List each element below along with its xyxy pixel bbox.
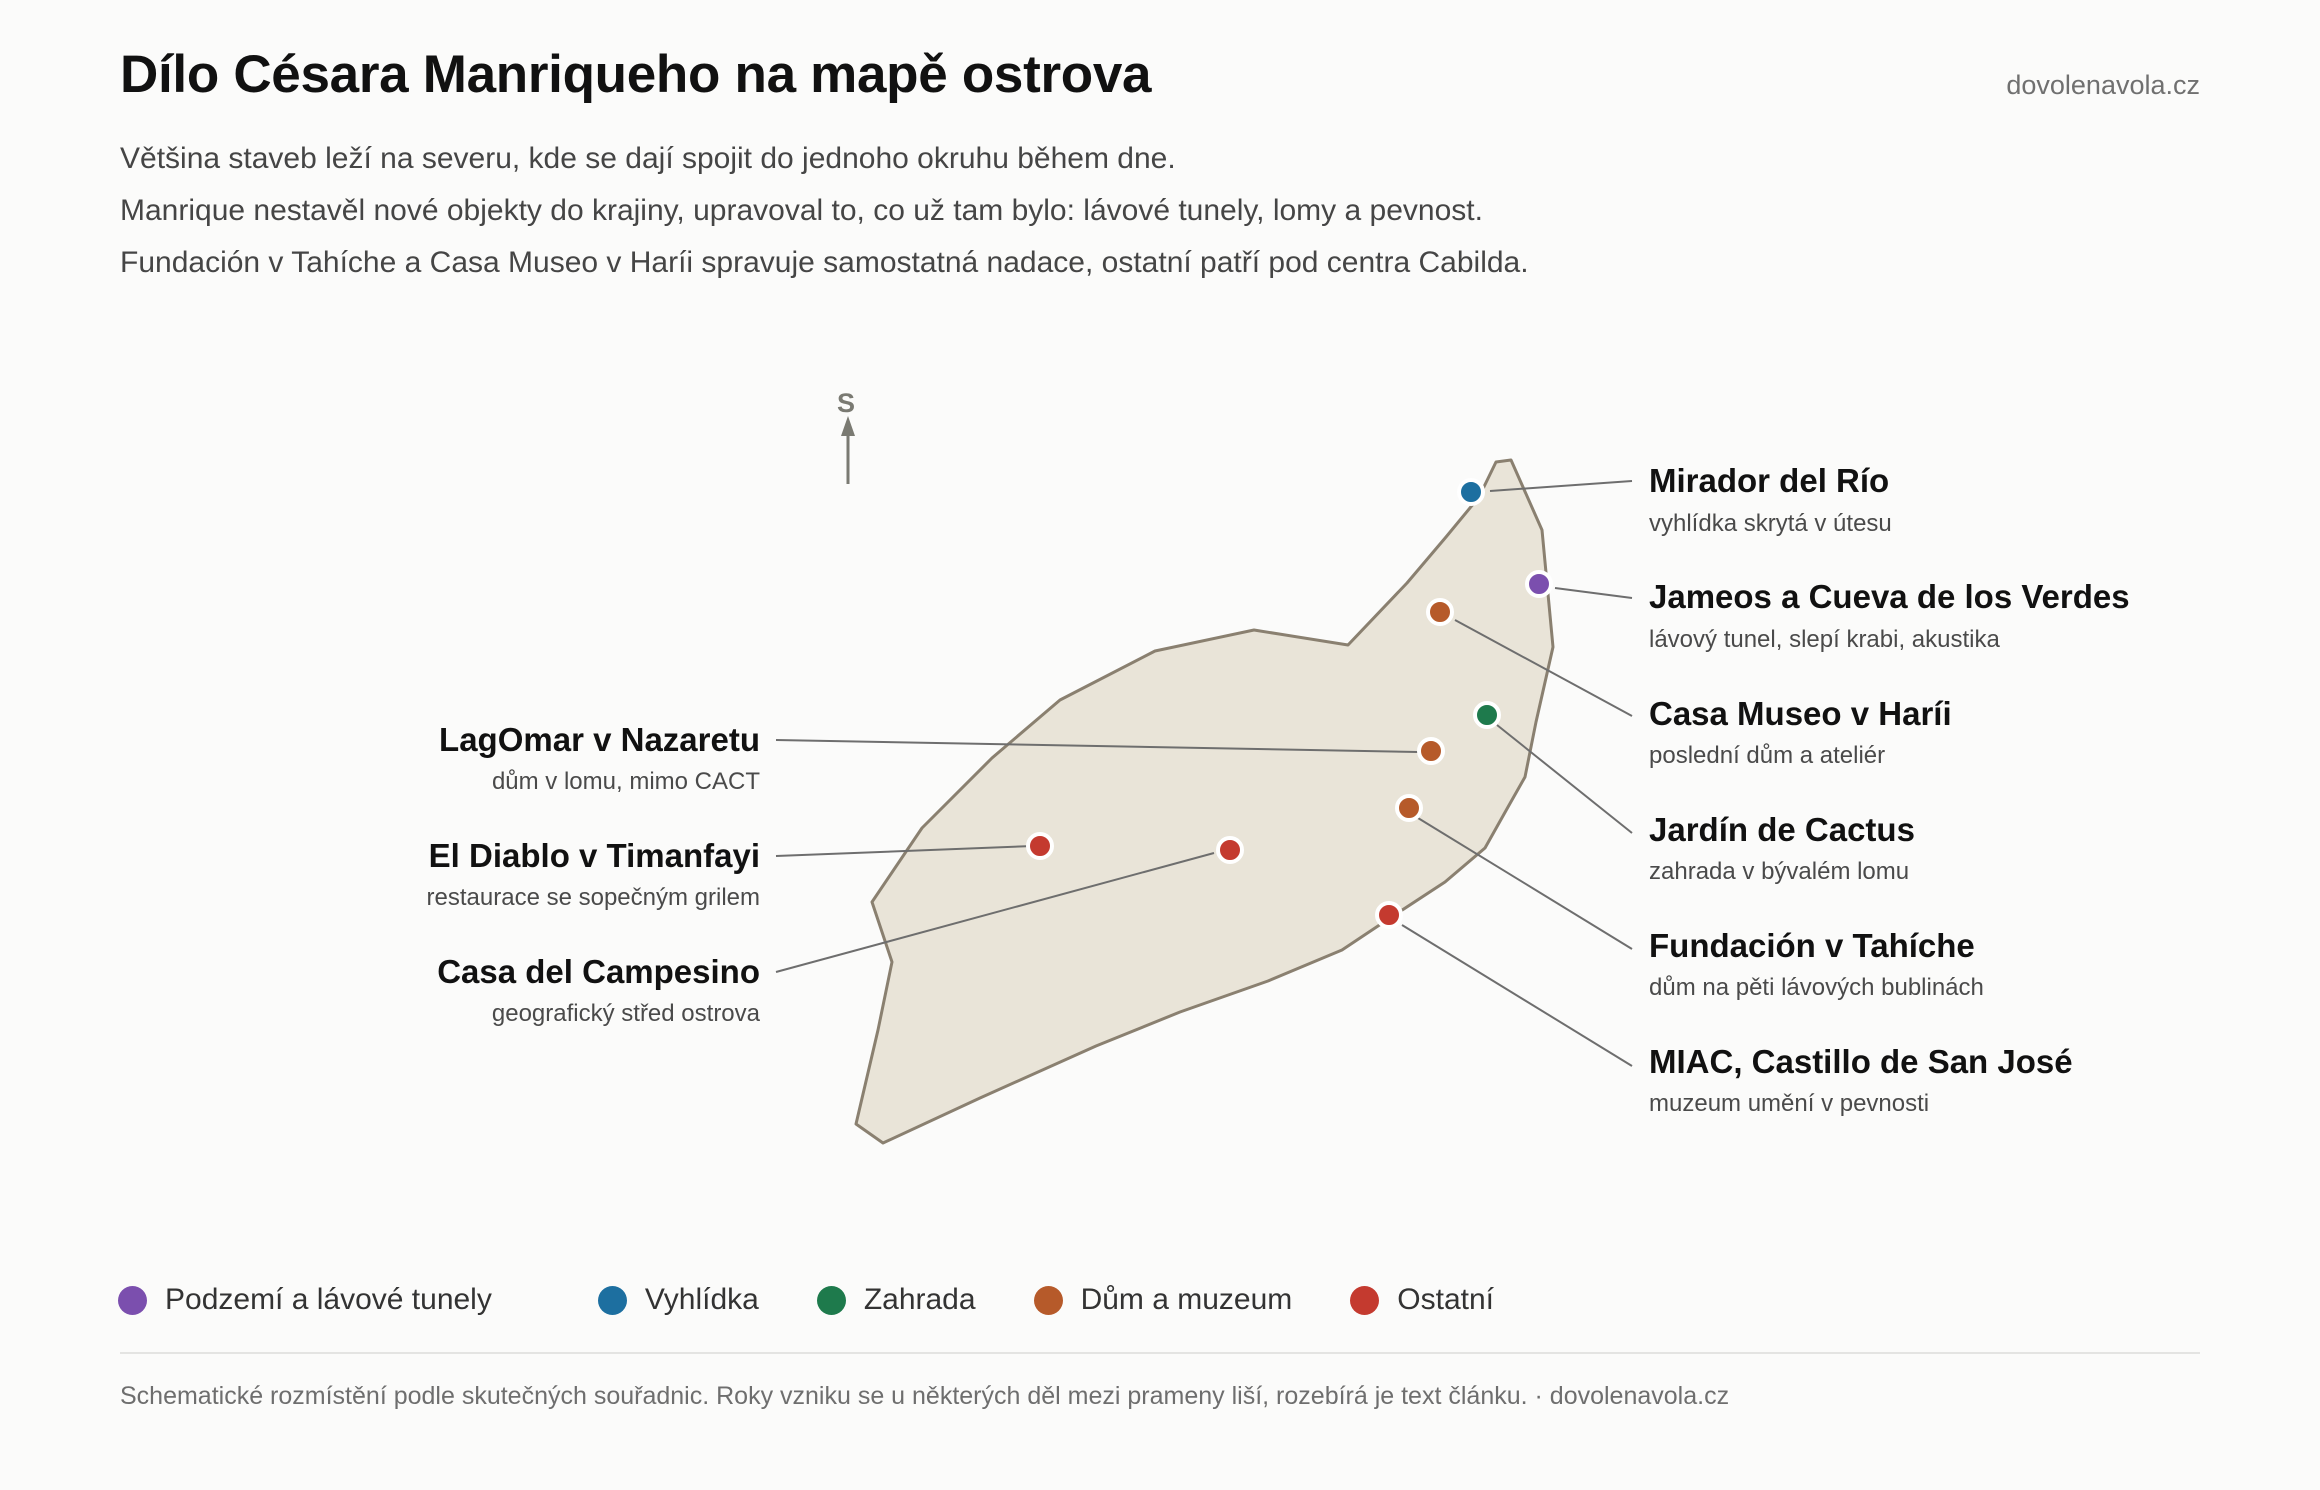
site-description: geografický střed ostrova xyxy=(492,1000,761,1027)
marker-jameos[interactable] xyxy=(1525,570,1553,598)
label-casa-museo[interactable]: Casa Museo v Haríi poslední dům a atelié… xyxy=(1649,695,1952,769)
marker-cactus[interactable] xyxy=(1473,701,1501,729)
legend: Podzemí a lávové tunely Vyhlídka Zahrada… xyxy=(118,1283,1552,1317)
legend-item-house[interactable]: Dům a muzeum xyxy=(1033,1283,1293,1317)
legend-dot xyxy=(118,1285,147,1315)
site-name: El Diablo v Timanfayi xyxy=(429,837,760,874)
site-name: Fundación v Tahíche xyxy=(1649,927,1975,964)
leader-line-lagomar xyxy=(775,739,1419,753)
intro-line: Fundación v Tahíche a Casa Museo v Haríi… xyxy=(120,246,1529,279)
site-name: Jardín de Cactus xyxy=(1649,811,1915,848)
legend-label: Vyhlídka xyxy=(644,1283,759,1316)
marker-fundacion[interactable] xyxy=(1395,794,1423,822)
site-description: lávový tunel, slepí krabi, akustika xyxy=(1649,626,2000,653)
marker-miac[interactable] xyxy=(1375,901,1403,929)
north-label: S xyxy=(837,388,855,418)
label-miac[interactable]: MIAC, Castillo de San José muzeum umění … xyxy=(1649,1043,2073,1117)
legend-item-viewpoint[interactable]: Vyhlídka xyxy=(597,1283,759,1317)
legend-dot xyxy=(816,1285,846,1315)
label-fundacion[interactable]: Fundación v Tahíche dům na pěti lávových… xyxy=(1649,927,1984,1001)
north-arrow: S xyxy=(837,388,855,484)
footer-divider xyxy=(120,1352,2200,1354)
site-labels: Mirador del Río vyhlídka skrytá v útesu … xyxy=(427,462,2130,1117)
page-title: Dílo Césara Manriqueho na mapě ostrova xyxy=(120,45,1152,104)
site-description: zahrada v bývalém lomu xyxy=(1649,858,1909,885)
legend-label: Ostatní xyxy=(1397,1283,1495,1316)
site-description: muzeum umění v pevnosti xyxy=(1649,1090,1929,1117)
legend-dot xyxy=(1033,1285,1063,1315)
label-diablo[interactable]: El Diablo v Timanfayi restaurace se sope… xyxy=(427,837,760,911)
leader-lines xyxy=(775,480,1633,1067)
legend-dot xyxy=(597,1285,627,1315)
site-description: dům na pěti lávových bublinách xyxy=(1649,974,1984,1001)
site-name: Casa del Campesino xyxy=(437,953,760,990)
marker-diablo[interactable] xyxy=(1026,832,1054,860)
label-jameos[interactable]: Jameos a Cueva de los Verdes lávový tune… xyxy=(1649,578,2130,653)
leader-line-casa-museo xyxy=(1454,619,1633,717)
footnote: Schematické rozmístění podle skutečných … xyxy=(120,1382,1730,1410)
legend-label: Podzemí a lávové tunely xyxy=(165,1283,492,1316)
leader-line-jameos xyxy=(1554,587,1633,599)
leader-line-miac xyxy=(1401,924,1633,1067)
leader-line-fundacion xyxy=(1417,817,1633,950)
site-markers xyxy=(1026,478,1553,929)
intro-line: Manrique nestavěl nové objekty do krajin… xyxy=(120,194,1483,227)
label-campesino[interactable]: Casa del Campesino geografický střed ost… xyxy=(437,953,760,1027)
intro-line: Většina staveb leží na severu, kde se da… xyxy=(120,142,1176,175)
site-name: Casa Museo v Haríi xyxy=(1649,695,1952,732)
leader-line-mirador xyxy=(1489,480,1633,492)
legend-item-garden[interactable]: Zahrada xyxy=(816,1283,976,1317)
site-description: poslední dům a ateliér xyxy=(1649,742,1885,769)
island-outline xyxy=(854,458,1555,1145)
island-map: S Mirador del Río vyhlídka skrytá v útes… xyxy=(427,388,2130,1145)
site-name: LagOmar v Nazaretu xyxy=(439,721,760,758)
north-arrow-head xyxy=(841,416,855,436)
leader-line-diablo xyxy=(775,845,1034,857)
legend-label: Zahrada xyxy=(863,1283,976,1316)
site-description: restaurace se sopečným grilem xyxy=(427,884,760,911)
marker-casa-museo[interactable] xyxy=(1426,598,1454,626)
marker-campesino[interactable] xyxy=(1216,836,1244,864)
legend-dot xyxy=(1350,1285,1380,1315)
intro-text: Většina staveb leží na severu, kde se da… xyxy=(120,133,1529,289)
site-description: vyhlídka skrytá v útesu xyxy=(1649,510,1892,537)
label-lagomar[interactable]: LagOmar v Nazaretu dům v lomu, mimo CACT xyxy=(439,721,760,795)
marker-mirador[interactable] xyxy=(1457,478,1485,506)
brand-label[interactable]: dovolenavola.cz xyxy=(2006,70,2200,100)
label-mirador[interactable]: Mirador del Río vyhlídka skrytá v útesu xyxy=(1649,462,1892,537)
leader-line-campesino xyxy=(775,852,1215,973)
site-name: MIAC, Castillo de San José xyxy=(1649,1043,2073,1080)
site-name: Jameos a Cueva de los Verdes xyxy=(1649,578,2130,615)
site-description: dům v lomu, mimo CACT xyxy=(492,768,760,795)
label-cactus[interactable]: Jardín de Cactus zahrada v bývalém lomu xyxy=(1649,811,1915,885)
legend-item-other[interactable]: Ostatní xyxy=(1350,1283,1494,1317)
leader-line-cactus xyxy=(1496,724,1633,834)
legend-item-underground[interactable]: Podzemí a lávové tunely xyxy=(118,1283,492,1317)
legend-label: Dům a muzeum xyxy=(1080,1283,1293,1316)
marker-lagomar[interactable] xyxy=(1417,737,1445,765)
site-name: Mirador del Río xyxy=(1649,462,1889,499)
